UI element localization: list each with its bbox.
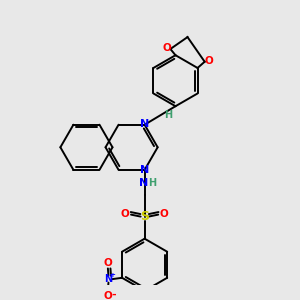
Text: O: O — [103, 258, 112, 268]
Text: -: - — [111, 290, 116, 300]
Text: H: H — [148, 178, 156, 188]
Text: O: O — [121, 209, 130, 219]
Text: S: S — [140, 210, 149, 223]
Text: O: O — [162, 44, 171, 53]
Text: O: O — [160, 209, 168, 219]
Text: H: H — [164, 110, 172, 121]
Text: +: + — [109, 272, 115, 278]
Text: N: N — [140, 119, 149, 129]
Text: N: N — [140, 178, 149, 188]
Text: O: O — [204, 56, 213, 66]
Text: N: N — [140, 165, 149, 176]
Text: O: O — [103, 291, 112, 300]
Text: N: N — [104, 274, 112, 284]
